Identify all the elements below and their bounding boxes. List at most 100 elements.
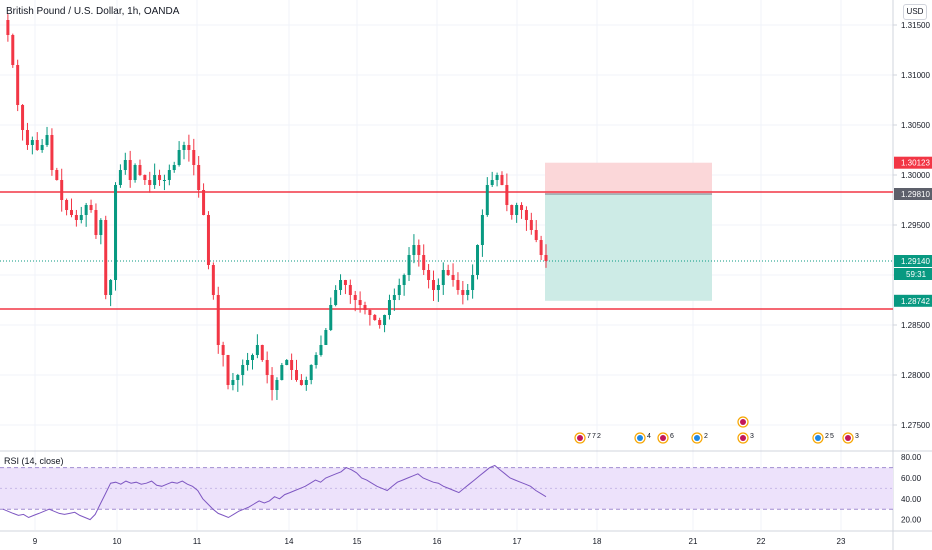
candle-body bbox=[21, 105, 25, 130]
candle-body bbox=[172, 165, 176, 170]
candle-body bbox=[431, 280, 435, 290]
rsi-line bbox=[2, 464, 547, 521]
candle-body bbox=[378, 320, 382, 325]
price-tick-label: 1.28500 bbox=[901, 321, 930, 330]
price-badge bbox=[894, 294, 932, 307]
price-badge bbox=[894, 255, 932, 267]
currency-button[interactable]: USD bbox=[903, 4, 927, 20]
candle-body bbox=[50, 135, 54, 170]
candle-body bbox=[16, 65, 20, 105]
candle-body bbox=[510, 205, 514, 215]
candle-body bbox=[515, 205, 519, 215]
candle-body bbox=[524, 210, 528, 220]
candle-body bbox=[505, 185, 509, 205]
candle-body bbox=[353, 295, 357, 300]
candle-body bbox=[534, 230, 538, 240]
event-flag-icon bbox=[694, 435, 700, 441]
event-count: 3 bbox=[855, 433, 859, 440]
candle-body bbox=[402, 275, 406, 285]
candle-body bbox=[133, 165, 137, 180]
candle-body bbox=[319, 345, 323, 355]
candle-body bbox=[358, 300, 362, 305]
candle-body bbox=[397, 285, 401, 295]
price-tick-label: 1.30500 bbox=[901, 121, 930, 130]
candle-body bbox=[480, 215, 484, 245]
candle-body bbox=[334, 290, 338, 305]
rsi-tick-label: 80.00 bbox=[901, 453, 922, 462]
time-tick-label: 11 bbox=[193, 537, 202, 546]
price-tick-label: 1.30000 bbox=[901, 171, 930, 180]
candle-body bbox=[427, 270, 431, 280]
candle-body bbox=[69, 210, 73, 215]
candle-body bbox=[314, 355, 318, 365]
time-tick-label: 23 bbox=[837, 537, 846, 546]
price-tick-label: 1.29500 bbox=[901, 221, 930, 230]
event-count: 2 bbox=[597, 433, 601, 440]
candle-body bbox=[270, 375, 274, 390]
candle-body bbox=[412, 245, 416, 255]
candle-body bbox=[221, 345, 225, 355]
candle-body bbox=[226, 355, 230, 385]
time-tick-label: 18 bbox=[593, 537, 602, 546]
stop-loss-zone bbox=[545, 162, 712, 194]
candle-body bbox=[118, 170, 122, 185]
candle-body bbox=[544, 255, 548, 261]
candle-body bbox=[500, 175, 504, 185]
rsi-indicator-label[interactable]: RSI (14, close) bbox=[4, 456, 64, 466]
candle-body bbox=[290, 360, 294, 370]
candle-body bbox=[255, 345, 259, 355]
candle-body bbox=[295, 370, 299, 380]
candle-body bbox=[363, 305, 367, 310]
candle-body bbox=[250, 355, 254, 360]
candle-body bbox=[461, 290, 465, 295]
time-tick-label: 21 bbox=[689, 537, 698, 546]
candle-body bbox=[476, 245, 480, 275]
candle-body bbox=[167, 170, 171, 180]
candle-body bbox=[324, 330, 328, 345]
candle-body bbox=[6, 20, 10, 35]
candle-body bbox=[343, 280, 347, 285]
event-flag-icon bbox=[845, 435, 851, 441]
candle-body bbox=[177, 150, 181, 165]
candle-body bbox=[216, 295, 220, 345]
candle-body bbox=[417, 245, 421, 255]
candle-body bbox=[236, 375, 240, 380]
candle-body bbox=[495, 175, 499, 180]
candle-body bbox=[329, 305, 333, 330]
take-profit-zone bbox=[545, 194, 712, 301]
candle-body bbox=[407, 255, 411, 275]
price-tick-label: 1.27500 bbox=[901, 421, 930, 430]
candle-body bbox=[309, 365, 313, 380]
candle-body bbox=[485, 185, 489, 215]
candle-body bbox=[158, 175, 162, 180]
price-badge-label: 1.29810 bbox=[901, 190, 930, 199]
time-tick-label: 14 bbox=[285, 537, 294, 546]
candle-body bbox=[441, 270, 445, 285]
candle-body bbox=[109, 280, 113, 295]
event-flag-icon bbox=[660, 435, 666, 441]
candle-body bbox=[162, 180, 166, 181]
candle-body bbox=[539, 240, 543, 255]
event-flag-icon bbox=[815, 435, 821, 441]
candle-body bbox=[153, 175, 157, 185]
candle-body bbox=[138, 165, 142, 175]
event-count: 7 bbox=[587, 433, 591, 440]
candle-body bbox=[55, 170, 59, 180]
candle-body bbox=[182, 145, 186, 150]
candle-body bbox=[456, 280, 460, 290]
candle-body bbox=[94, 210, 98, 235]
price-badge bbox=[894, 188, 932, 200]
price-tick-label: 1.31000 bbox=[901, 71, 930, 80]
candle-body bbox=[368, 310, 372, 315]
candle-body bbox=[373, 315, 377, 320]
event-count: 6 bbox=[670, 433, 674, 440]
rsi-tick-label: 20.00 bbox=[901, 516, 922, 525]
candle-body bbox=[280, 365, 284, 380]
candle-body bbox=[79, 215, 83, 220]
candle-body bbox=[25, 130, 29, 145]
candle-body bbox=[30, 140, 34, 145]
countdown-badge bbox=[894, 268, 932, 280]
time-tick-label: 10 bbox=[113, 537, 122, 546]
candle-body bbox=[466, 290, 470, 295]
